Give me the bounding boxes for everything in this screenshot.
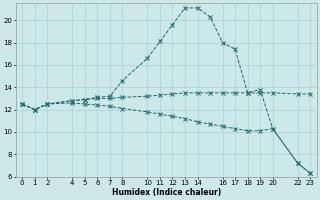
X-axis label: Humidex (Indice chaleur): Humidex (Indice chaleur) [112, 188, 221, 197]
